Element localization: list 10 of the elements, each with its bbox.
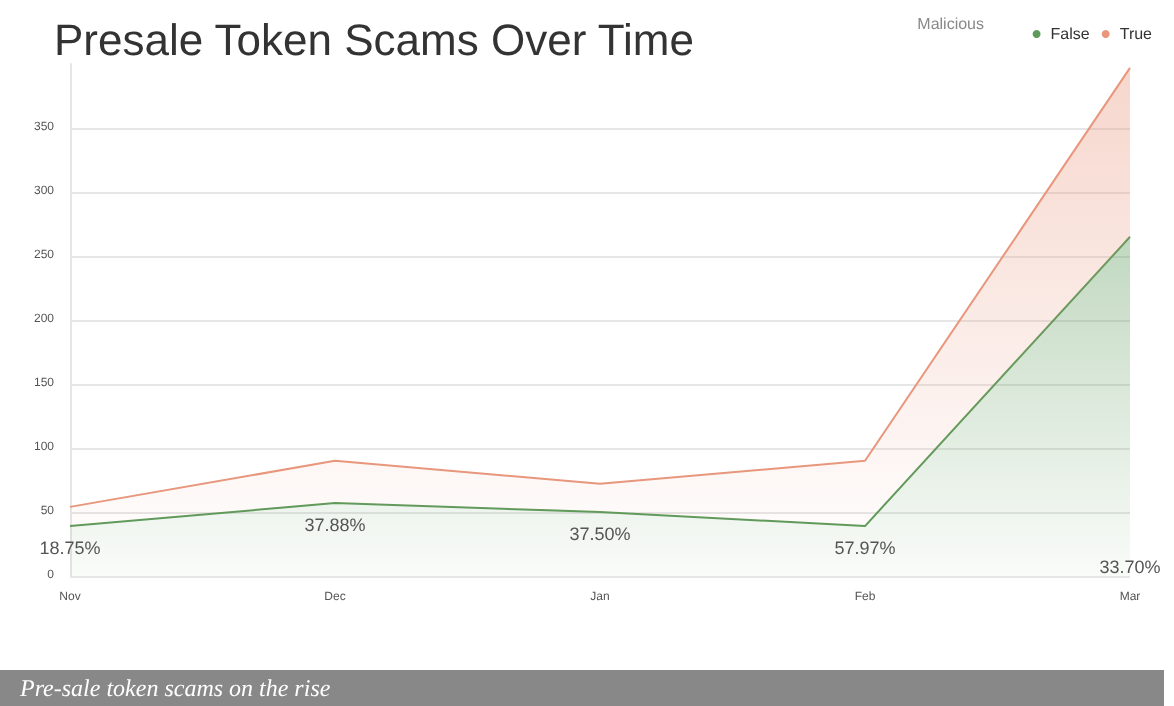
annotation: 37.88% [304, 515, 366, 536]
legend-title: Malicious [917, 15, 984, 33]
annotation: 57.97% [834, 538, 896, 559]
text: Pre-sale token scams on the rise [18, 674, 332, 702]
chart-title: Presale Token Scams Over Time [54, 15, 694, 65]
annotation: 18.75% [39, 538, 101, 559]
annotation: 33.70% [1099, 557, 1161, 578]
annotation: 37.50% [569, 524, 631, 544]
legend-label: False [1050, 25, 1091, 43]
legend-label: True [1119, 25, 1154, 43]
